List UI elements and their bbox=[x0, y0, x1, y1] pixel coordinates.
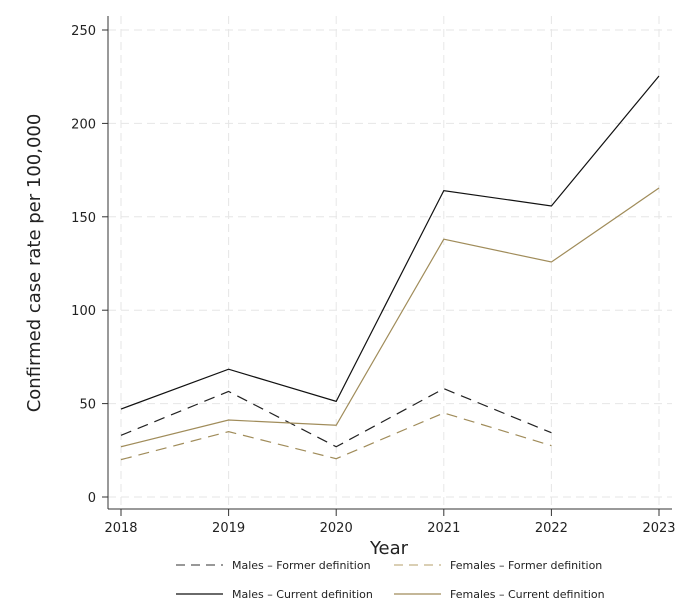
y-tick-label: 100 bbox=[71, 304, 96, 319]
legend-label: Females – Former definition bbox=[450, 559, 602, 572]
series-lines bbox=[120, 75, 660, 461]
y-tick-label: 200 bbox=[71, 117, 96, 132]
series-line-2 bbox=[120, 75, 660, 410]
y-tick-label: 150 bbox=[71, 211, 96, 226]
y-tick-label: 50 bbox=[79, 398, 96, 413]
x-tick-label: 2021 bbox=[427, 521, 460, 536]
x-tick-label: 2022 bbox=[535, 521, 568, 536]
y-axis-label: Confirmed case rate per 100,000 bbox=[24, 114, 45, 413]
legend: Males – Former definition Females – Forme… bbox=[176, 559, 605, 601]
y-tick-label: 0 bbox=[88, 491, 96, 506]
x-tick-label: 2019 bbox=[212, 521, 245, 536]
axes: 0 50 100 150 200 250 2018 2019 2020 2021 2022 2023 bbox=[71, 16, 676, 536]
series-line-3 bbox=[120, 187, 660, 448]
x-axis-label: Year bbox=[369, 538, 409, 559]
legend-label: Females – Current definition bbox=[450, 588, 605, 601]
x-tick-label: 2018 bbox=[104, 521, 137, 536]
y-tick-label: 250 bbox=[71, 24, 96, 39]
x-tick-label: 2020 bbox=[320, 521, 353, 536]
gridlines bbox=[108, 16, 672, 509]
x-tick-label: 2023 bbox=[642, 521, 675, 536]
legend-label: Males – Current definition bbox=[232, 588, 373, 601]
legend-label: Males – Former definition bbox=[232, 559, 371, 572]
